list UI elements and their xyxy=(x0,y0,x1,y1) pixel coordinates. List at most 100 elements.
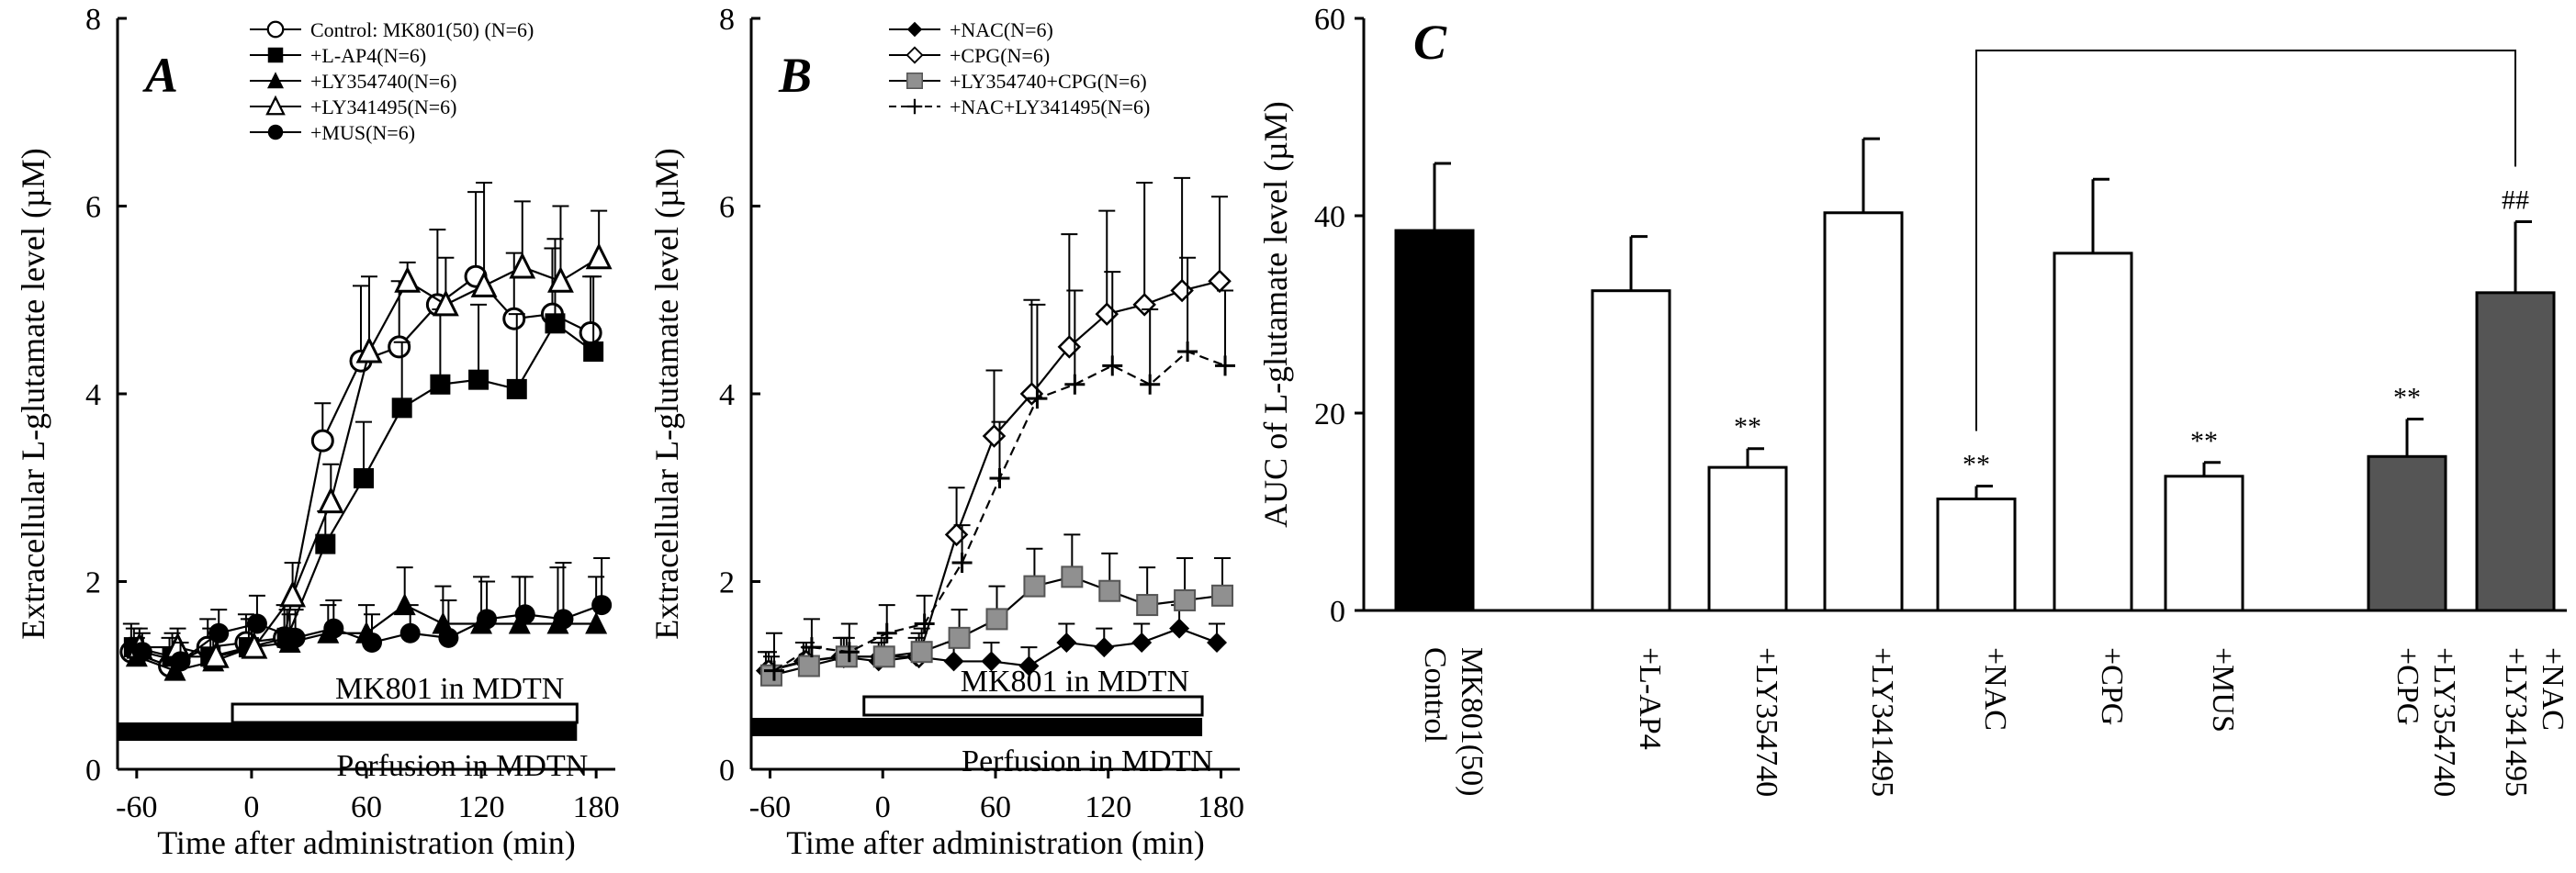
panel-c-category-label: +L-AP4 xyxy=(1633,647,1667,750)
panel-a-data-point xyxy=(362,632,382,653)
panel-b-data-point xyxy=(872,645,895,668)
panel-a-legend-marker xyxy=(265,95,286,116)
panel-b-data-point xyxy=(1061,565,1084,588)
panel-a-data-point xyxy=(477,609,498,630)
panel-a-data-point xyxy=(355,336,383,364)
panel-a-data-point xyxy=(317,487,344,514)
panel-c-bar xyxy=(2164,475,2244,612)
panel-c-category-label: +LY341495 xyxy=(1865,647,1899,797)
panel-a-data-point xyxy=(585,242,613,270)
panel-b-data-point xyxy=(981,651,1002,672)
panel-a-data-point xyxy=(279,580,307,608)
panel-a-data-point xyxy=(430,374,451,395)
panel-b-data-point xyxy=(1094,637,1115,658)
panel-b-legend-label: +NAC(N=6) xyxy=(950,18,1053,41)
panel-b-data-point xyxy=(876,622,897,644)
panel-b-y-tick-label: 6 xyxy=(719,191,735,225)
panel-a-data-point xyxy=(545,313,566,334)
panel-a-panel-label: A xyxy=(142,48,178,103)
panel-c-significance-label: ** xyxy=(1963,450,1990,480)
panel-b-data-point xyxy=(763,660,784,681)
panel-b-legend-label: +NAC+LY341495(N=6) xyxy=(950,95,1150,118)
panel-a-x-tick-label: 0 xyxy=(243,790,259,824)
panel-b-legend-marker xyxy=(906,73,923,89)
panel-c-comparison-bracket xyxy=(1975,50,2516,431)
panel-a-x-tick-label: 180 xyxy=(573,790,620,824)
panel-a-legend-marker xyxy=(266,20,285,39)
panel-b-data-point xyxy=(910,641,933,664)
panel-c-category-label: +LY354740 xyxy=(2427,647,2461,797)
panel-a-y-tick-label: 8 xyxy=(85,3,101,37)
panel-c-category-label: Control xyxy=(1418,647,1452,743)
panel-b-series-1 xyxy=(757,176,1232,683)
panel-a-data-point xyxy=(553,609,574,630)
panel-c-y-axis-label: AUC of L-glutamate level (µM) xyxy=(1257,101,1294,528)
panel-b-y-tick-label: 2 xyxy=(719,566,735,600)
panel-b-x-tick-label: -60 xyxy=(749,790,791,824)
panel-a-mk801-bar xyxy=(231,702,579,724)
panel-b-data-point xyxy=(797,655,820,677)
panel-a-data-point xyxy=(432,289,459,317)
panel-c-significance-label: ** xyxy=(2190,426,2218,456)
panel-b-series-2 xyxy=(759,533,1234,687)
panel-a-data-point xyxy=(591,595,613,616)
panel-b-x-tick-label: 120 xyxy=(1085,790,1131,824)
panel-a-data-point xyxy=(502,307,526,330)
panel-a-data-point xyxy=(202,641,230,668)
panel-b-data-point xyxy=(1064,374,1086,395)
panel-a-legend-marker xyxy=(267,47,284,63)
panel-a-data-point xyxy=(438,627,459,648)
panel-c-bar xyxy=(2475,291,2556,612)
panel-c-significance-label: ** xyxy=(1734,412,1761,442)
panel-b-y-tick-label: 0 xyxy=(719,754,735,788)
panel-c-category-label: MK801(50) xyxy=(1455,647,1489,796)
panel-a-legend-label: +LY341495(N=6) xyxy=(310,95,456,118)
panel-b-data-point xyxy=(951,553,973,574)
panel-b-mk801-bar xyxy=(862,695,1204,717)
panel-b-data-point xyxy=(1174,588,1197,611)
panel-b-legend: +NAC(N=6) +CPG(N=6) +LY354740+CPG(N=6)+NAC… xyxy=(889,18,1150,118)
panel-b-x-tick-label: 60 xyxy=(980,790,1011,824)
panel-b-data-point xyxy=(1177,341,1198,362)
panel-b-data-point xyxy=(1170,278,1194,303)
panel-a-data-point xyxy=(391,397,412,419)
panel-b-data-point xyxy=(835,645,858,668)
panel-c-y-tick-label: 20 xyxy=(1314,397,1345,431)
panel-b-data-point xyxy=(1136,594,1159,617)
panel-a-data-point xyxy=(131,642,152,663)
panel-a-series-1 xyxy=(123,238,604,667)
panel-c-significance-label: ## xyxy=(2502,185,2529,215)
panel-c-chart: 0 20 40 60 AUC of L-glutamate level (µM) C MK8… xyxy=(1257,3,2570,797)
panel-a-mk801-label: MK801 in MDTN xyxy=(335,672,564,706)
panel-b-x-tick-label: 0 xyxy=(875,790,891,824)
panel-c-bar xyxy=(1823,211,1904,612)
panel-c-category-label: +NAC xyxy=(2536,647,2570,731)
panel-c-significance-label: ** xyxy=(2393,382,2421,412)
panel-a-legend-label: +MUS(N=6) xyxy=(310,121,415,144)
panel-a-data-point xyxy=(514,604,535,625)
panel-b-mk801-label: MK801 in MDTN xyxy=(961,665,1189,699)
panel-b-data-point xyxy=(1132,293,1156,317)
panel-a-perfusion-label: Perfusion in MDTN xyxy=(336,749,588,783)
panel-a-y-axis-label: Extracellular L-glutamate level (µM) xyxy=(15,148,51,640)
panel-a-data-point xyxy=(579,321,602,345)
panel-a-legend-marker xyxy=(267,72,284,89)
panel-a-y-tick-label: 2 xyxy=(85,566,101,600)
panel-b-data-point xyxy=(948,626,971,649)
panel-a-data-point xyxy=(583,341,604,362)
panel-b-data-point xyxy=(1215,355,1236,376)
panel-a-data-point xyxy=(394,265,422,293)
panel-c-category-label: +NAC xyxy=(1978,647,2012,731)
panel-b-data-point xyxy=(944,522,969,547)
panel-b-legend-label: +CPG(N=6) xyxy=(950,44,1050,67)
panel-b-data-point xyxy=(1027,388,1048,409)
panel-a-data-point xyxy=(323,618,344,639)
panel-b-data-point xyxy=(838,642,860,663)
panel-c-bar xyxy=(2367,454,2447,612)
panel-a-y-tick-label: 6 xyxy=(85,191,101,225)
panel-a-data-point xyxy=(470,271,498,297)
panel-a-x-tick-label: -60 xyxy=(116,790,157,824)
panel-b-data-point xyxy=(1169,618,1190,639)
